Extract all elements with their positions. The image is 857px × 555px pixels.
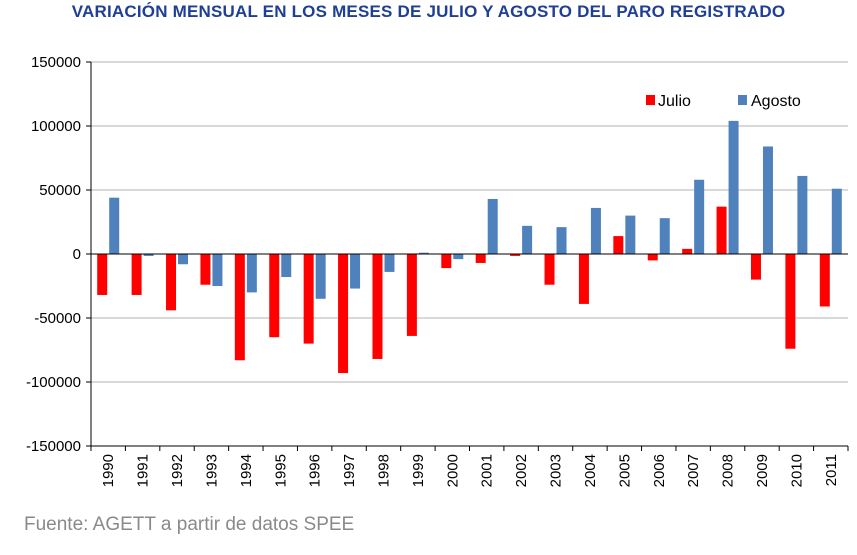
legend-label-julio: Julio xyxy=(658,93,691,110)
x-tick-label: 2009 xyxy=(754,454,771,487)
x-tick-label: 1999 xyxy=(410,454,427,487)
bar-julio-1994 xyxy=(234,254,245,361)
bar-agosto-1993 xyxy=(212,254,223,286)
x-tick-label: 1993 xyxy=(203,454,220,487)
bar-agosto-2004 xyxy=(590,207,601,254)
bar-agosto-2002 xyxy=(522,225,533,254)
y-tick-label: -100000 xyxy=(26,374,81,391)
bar-julio-2000 xyxy=(441,254,452,269)
x-tick-label: 2003 xyxy=(548,454,565,487)
x-tick-label: 1998 xyxy=(375,454,392,487)
bar-julio-1996 xyxy=(303,254,314,344)
x-tick-label: 2001 xyxy=(479,454,496,487)
bar-julio-2006 xyxy=(647,254,658,261)
x-tick-label: 2008 xyxy=(720,454,737,487)
bar-agosto-2006 xyxy=(659,218,670,254)
bar-julio-1991 xyxy=(131,254,142,295)
bar-agosto-1990 xyxy=(109,197,120,254)
bar-julio-1992 xyxy=(166,254,177,311)
bar-julio-2007 xyxy=(682,248,693,254)
bar-julio-2005 xyxy=(613,236,624,254)
bar-agosto-2005 xyxy=(625,215,636,254)
x-tick-label: 2006 xyxy=(651,454,668,487)
y-tick-label: 50000 xyxy=(39,182,81,199)
x-tick-label: 2000 xyxy=(444,454,461,487)
bar-agosto-2000 xyxy=(453,254,464,260)
bar-julio-1999 xyxy=(406,254,417,336)
bar-julio-2003 xyxy=(544,254,555,285)
axes xyxy=(86,61,849,451)
y-tick-label: -50000 xyxy=(34,310,81,327)
bar-julio-2008 xyxy=(716,206,727,254)
bar-agosto-2010 xyxy=(797,175,808,254)
bar-julio-2002 xyxy=(510,254,521,256)
legend: Julio Agosto xyxy=(646,93,801,110)
x-tick-label: 1992 xyxy=(169,454,186,487)
bar-julio-1995 xyxy=(269,254,280,338)
x-tick-label: 1997 xyxy=(341,454,358,487)
x-tick-label: 2004 xyxy=(582,454,599,487)
y-tick-label: -150000 xyxy=(26,438,81,455)
bar-julio-2011 xyxy=(819,254,830,307)
bar-agosto-1996 xyxy=(315,254,326,299)
bar-agosto-2009 xyxy=(762,146,773,254)
bars xyxy=(97,120,842,374)
x-tick-label: 2005 xyxy=(616,454,633,487)
bar-julio-1998 xyxy=(372,254,383,359)
x-tick-label: 2002 xyxy=(513,454,530,487)
bar-agosto-1997 xyxy=(350,254,361,289)
bar-julio-2009 xyxy=(750,254,761,280)
bar-julio-1997 xyxy=(338,254,349,374)
y-tick-label: 100000 xyxy=(31,118,81,135)
x-tick-labels: 1990 1991 1992 1993 1994 1995 1996 1997 1998 1999… xyxy=(100,454,840,487)
bar-julio-1990 xyxy=(97,254,108,295)
bar-agosto-1994 xyxy=(246,254,257,293)
bar-agosto-1999 xyxy=(418,252,429,254)
x-tick-label: 1994 xyxy=(238,454,255,487)
bar-agosto-2003 xyxy=(556,227,567,254)
y-tick-label: 0 xyxy=(73,246,81,263)
x-tick-label: 1996 xyxy=(307,454,324,487)
y-tick-label: 150000 xyxy=(31,54,81,71)
bar-agosto-2001 xyxy=(487,198,498,254)
x-tick-label: 1991 xyxy=(135,454,152,487)
source-note: Fuente: AGETT a partir de datos SPEE xyxy=(24,514,355,535)
bar-agosto-1991 xyxy=(143,254,154,256)
bar-agosto-2008 xyxy=(728,120,739,254)
y-tick-labels: 150000 100000 50000 0 -50000 -100000 -150000 xyxy=(26,54,81,455)
x-tick-label: 1995 xyxy=(272,454,289,487)
legend-swatch-julio xyxy=(646,95,655,105)
bar-julio-2004 xyxy=(578,254,589,304)
bar-julio-2010 xyxy=(785,254,796,349)
bar-agosto-1998 xyxy=(384,254,395,272)
chart-title: VARIACIÓN MENSUAL EN LOS MESES DE JULIO … xyxy=(71,2,786,21)
bar-agosto-1992 xyxy=(178,254,189,265)
x-tick-label: 2011 xyxy=(823,454,840,486)
legend-label-agosto: Agosto xyxy=(751,93,801,110)
legend-swatch-agosto xyxy=(738,95,747,105)
x-tick-label: 2010 xyxy=(788,454,805,487)
bar-agosto-1995 xyxy=(281,254,292,278)
bar-agosto-2011 xyxy=(831,188,842,254)
x-tick-label: 1990 xyxy=(100,454,117,487)
bar-agosto-2007 xyxy=(694,179,705,254)
x-tick-label: 2007 xyxy=(685,454,702,487)
bar-julio-1993 xyxy=(200,254,211,285)
bar-julio-2001 xyxy=(475,254,486,263)
gridlines xyxy=(91,61,848,447)
